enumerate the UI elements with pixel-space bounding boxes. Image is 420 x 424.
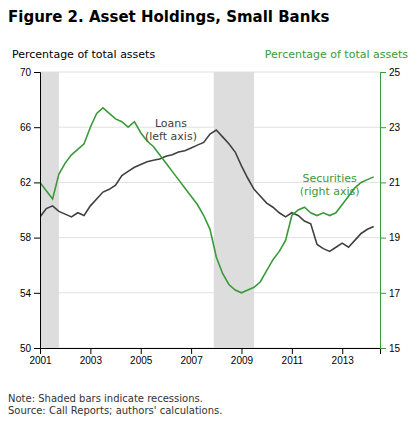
title: Figure 2. Asset Holdings, Small Banks (8, 8, 329, 26)
tick-label: 70 (20, 67, 32, 78)
tick-mark (380, 182, 386, 183)
tick-mark (34, 182, 40, 183)
tick-mark (34, 127, 40, 128)
tick: 70 (20, 67, 40, 78)
chart-root: 2001 2003 2005 2007 2009 2011 2013 50 54 58 62 66 70… (0, 0, 420, 424)
tick-label: 21 (389, 177, 401, 188)
tick-label: 62 (20, 177, 32, 188)
tick-mark (141, 348, 142, 354)
series-line (40, 108, 374, 293)
y2-axis-label: Percentage of total assets (265, 48, 408, 61)
tick-label: 54 (20, 288, 32, 299)
axis: 50 54 58 62 66 70 (20, 67, 41, 354)
recession-bar (214, 72, 254, 348)
note: Note: Shaded bars indicate recessions.So… (8, 393, 222, 416)
axis-line (34, 73, 41, 349)
tick: 23 (380, 122, 401, 133)
axis: 15 17 19 21 23 25 (380, 67, 401, 354)
annotation: Securities(right axis) (300, 172, 360, 198)
axis-line (381, 73, 387, 349)
tick: 2005 (130, 348, 153, 366)
tick-label: 66 (20, 122, 32, 133)
tick-mark (292, 348, 293, 354)
note-line: Source: Call Reports; authors' calculati… (8, 405, 222, 416)
recession-bar (40, 72, 59, 348)
chart-svg: 2001 2003 2005 2007 2009 2011 2013 50 54 58 62 66 70… (0, 0, 420, 424)
grid-line (40, 72, 380, 73)
y-axis-label: Percentage of total assets (12, 48, 155, 61)
tick-mark (191, 348, 192, 354)
axis-line (41, 349, 381, 355)
series-line (40, 130, 374, 251)
tick-label: 19 (389, 232, 401, 243)
tick-mark (34, 293, 40, 294)
axis: 2001 2003 2005 2007 2009 2011 2013 (29, 348, 380, 366)
tick-label: 2013 (332, 355, 355, 366)
tick-label: 2011 (282, 355, 304, 366)
annotation-line: (right axis) (300, 185, 360, 198)
tick: 17 (380, 288, 401, 299)
tick: 2007 (180, 348, 203, 366)
note-line: Note: Shaded bars indicate recessions. (8, 393, 203, 404)
tick-mark (380, 72, 386, 73)
tick-mark (380, 293, 386, 294)
tick: 21 (380, 177, 401, 188)
tick: 58 (20, 232, 40, 243)
tick: 15 (380, 343, 401, 354)
tick-mark (34, 72, 40, 73)
tick: 2009 (231, 348, 254, 366)
tick-label: 2005 (130, 355, 153, 366)
annotation-line: Loans (155, 117, 187, 130)
tick: 2013 (332, 348, 355, 366)
tick-mark (241, 348, 242, 354)
tick: 25 (380, 67, 401, 78)
tick: 66 (20, 122, 40, 133)
grid-line (40, 237, 380, 238)
tick-mark (34, 238, 40, 239)
annotation-line: (left axis) (145, 130, 197, 143)
tick: 2011 (282, 348, 304, 366)
marks (40, 72, 374, 348)
annotation-line: Securities (303, 172, 357, 185)
tick: 50 (20, 343, 40, 354)
plot-area: 2001 2003 2005 2007 2009 2011 2013 50 54 58 62 66 70… (20, 67, 401, 366)
tick-mark (90, 348, 91, 354)
tick-label: 15 (389, 343, 401, 354)
tick-mark (34, 348, 40, 349)
tick-mark (380, 348, 386, 349)
tick-mark (380, 238, 386, 239)
tick-mark (380, 127, 386, 128)
tick-label: 2009 (231, 355, 254, 366)
tick: 62 (20, 177, 40, 188)
tick-label: 2007 (180, 355, 203, 366)
annotation: Loans(left axis) (145, 117, 197, 143)
tick-label: 2001 (29, 355, 52, 366)
tick-mark (342, 348, 343, 354)
tick-label: 50 (20, 343, 32, 354)
tick-label: 58 (20, 232, 32, 243)
tick: 19 (380, 232, 401, 243)
tick-label: 17 (389, 288, 401, 299)
grid (40, 72, 380, 348)
tick-label: 25 (389, 67, 401, 78)
grid-line (40, 292, 380, 293)
tick-label: 2003 (80, 355, 103, 366)
tick: 2001 (29, 348, 52, 366)
tick: 54 (20, 288, 40, 299)
tick: 2003 (80, 348, 103, 366)
tick-label: 23 (389, 122, 401, 133)
